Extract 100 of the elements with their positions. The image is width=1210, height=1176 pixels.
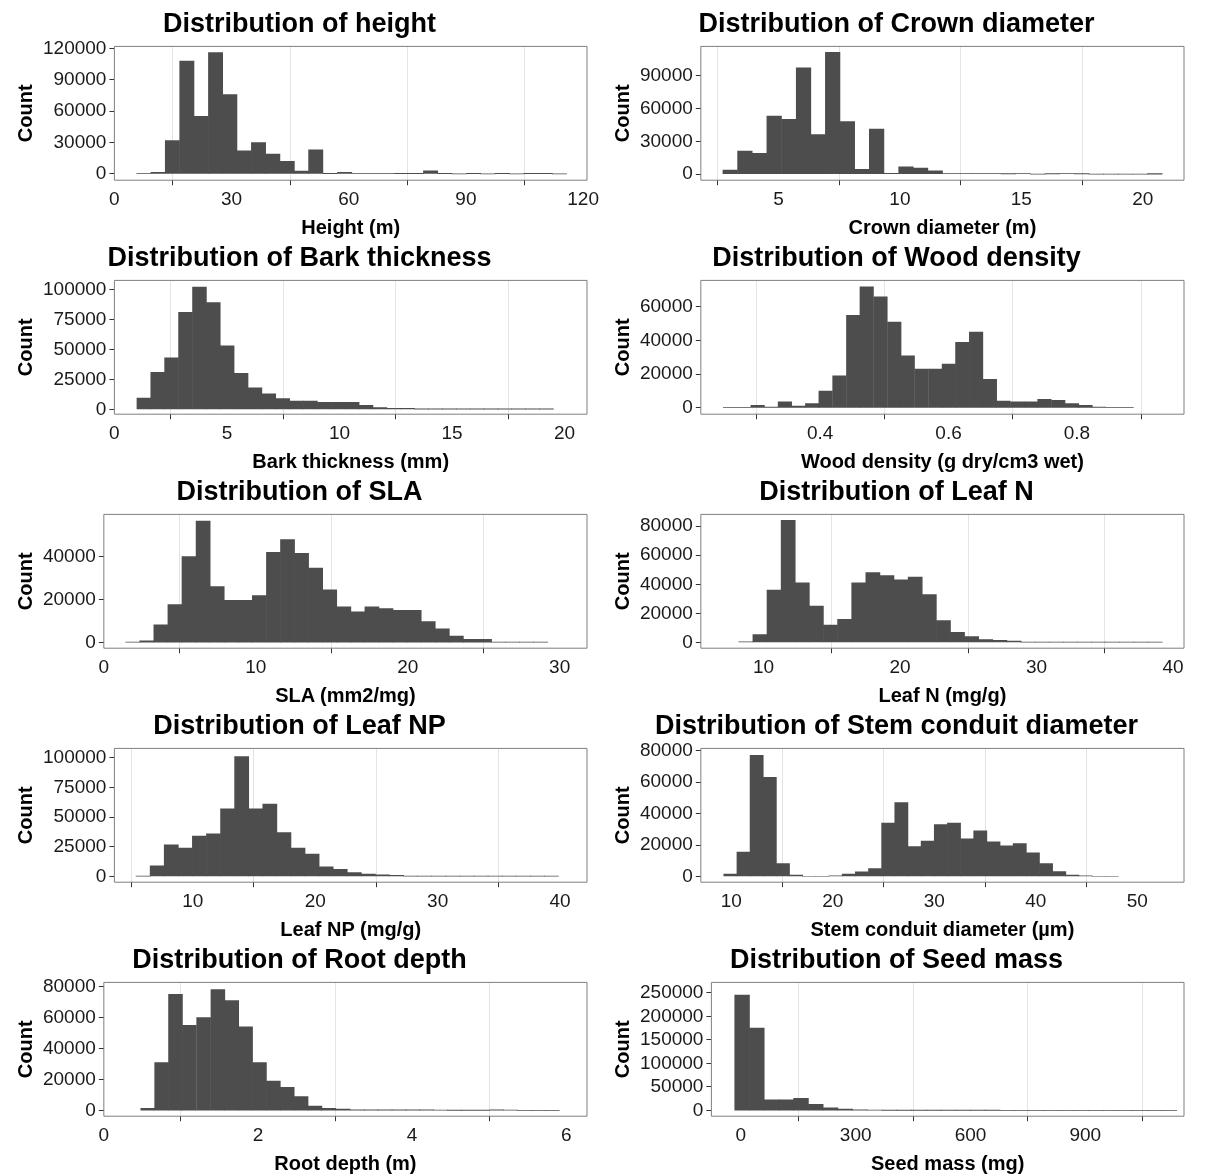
y-axis-title: Count (13, 318, 36, 377)
x-tick-label: 5 (773, 187, 784, 209)
x-axis-title: Height (m) (301, 215, 401, 238)
x-tick-label: 4 (406, 1123, 418, 1145)
y-tick-label: 60000 (639, 295, 693, 317)
chart-title: Distribution of Crown diameter (698, 7, 1095, 38)
y-tick-label: 60000 (53, 99, 107, 121)
x-tick-label: 0.6 (935, 421, 962, 443)
x-tick-label: 50 (1126, 889, 1148, 911)
y-axis-title: Count (610, 786, 633, 845)
x-axis-title: Root depth (m) (274, 1151, 417, 1174)
x-tick-label: 10 (245, 655, 267, 677)
y-tick-label: 75000 (53, 775, 107, 797)
y-tick-label: 80000 (639, 514, 693, 536)
x-tick-label: 300 (839, 1123, 872, 1145)
y-tick-label: 120000 (43, 36, 107, 58)
x-axis-title: Bark thickness (mm) (252, 449, 450, 472)
x-axis-title: Stem conduit diameter (µm) (810, 917, 1075, 940)
y-tick-label: 0 (85, 630, 96, 652)
y-tick-label: 250000 (640, 981, 704, 1002)
y-tick-label: 100000 (640, 1051, 704, 1073)
y-tick-label: 200000 (640, 1004, 704, 1026)
x-tick-label: 0.4 (806, 421, 834, 443)
x-tick-label: 40 (1025, 889, 1047, 911)
y-tick-label: 0 (85, 1098, 96, 1120)
x-tick-label: 30 (549, 655, 571, 677)
y-tick-label: 90000 (639, 63, 693, 85)
y-tick-label: 0 (692, 1098, 704, 1120)
y-tick-label: 0 (682, 630, 693, 652)
y-tick-label: 50000 (53, 805, 107, 827)
y-tick-label: 40000 (42, 544, 96, 566)
x-tick-label: 15 (1010, 187, 1032, 209)
y-tick-label: 20000 (639, 601, 693, 623)
x-tick-label: 20 (304, 889, 326, 911)
y-axis-title: Count (610, 552, 633, 611)
x-axis-title: Leaf NP (mg/g) (280, 917, 422, 940)
x-axis-title: Crown diameter (m) (848, 215, 1037, 238)
y-tick-label: 100000 (43, 277, 107, 299)
y-tick-label: 20000 (639, 833, 693, 855)
x-tick-label: 15 (441, 421, 463, 443)
y-tick-label: 60000 (42, 1005, 96, 1027)
chart-title: Distribution of height (163, 7, 436, 38)
y-tick-label: 40000 (639, 801, 693, 823)
y-tick-label: 40000 (639, 328, 693, 350)
x-tick-label: 10 (889, 187, 911, 209)
x-axis-title: SLA (mm2/mg) (275, 683, 416, 706)
x-tick-label: 20 (397, 655, 419, 677)
y-tick-label: 20000 (639, 362, 693, 384)
x-tick-label: 900 (1069, 1123, 1102, 1145)
y-axis-title: Count (13, 1020, 36, 1079)
chart-title: Distribution of Leaf N (759, 475, 1034, 506)
y-tick-label: 20000 (42, 587, 96, 609)
x-tick-label: 600 (954, 1123, 987, 1145)
y-axis-title: Count (610, 318, 633, 377)
x-tick-label: 40 (1162, 655, 1184, 677)
y-tick-label: 40000 (639, 572, 693, 594)
chart-title: Distribution of Wood density (712, 241, 1081, 272)
x-tick-label: 10 (753, 655, 775, 677)
x-tick-label: 2 (252, 1123, 264, 1145)
x-tick-label: 30 (1026, 655, 1048, 677)
y-tick-label: 80000 (639, 738, 693, 760)
x-tick-label: 30 (427, 889, 449, 911)
y-tick-label: 80000 (42, 974, 96, 996)
y-tick-label: 20000 (42, 1067, 96, 1089)
y-tick-label: 25000 (53, 367, 107, 389)
y-tick-label: 60000 (639, 543, 693, 565)
y-tick-label: 100000 (43, 746, 107, 768)
x-tick-label: 40 (549, 889, 571, 911)
x-tick-label: 30 (221, 187, 243, 209)
y-tick-label: 0 (682, 864, 693, 886)
x-axis-title: Wood density (g dry/cm3 wet) (800, 449, 1084, 472)
y-axis-title: Count (610, 1020, 633, 1079)
x-tick-label: 60 (338, 187, 360, 209)
y-tick-label: 0 (95, 162, 107, 184)
x-tick-label: 20 (1132, 187, 1154, 209)
x-tick-label: 20 (889, 655, 911, 677)
x-tick-label: 10 (328, 421, 351, 443)
x-tick-label: 10 (720, 889, 742, 911)
x-tick-label: 120 (567, 187, 599, 209)
y-tick-label: 50000 (650, 1075, 704, 1097)
x-tick-label: 30 (923, 889, 945, 911)
y-axis-title: Count (13, 786, 36, 845)
x-tick-label: 0 (735, 1123, 747, 1145)
y-axis-title: Count (13, 552, 36, 611)
chart-title: Distribution of Stem conduit diameter (654, 709, 1139, 740)
y-axis-title: Count (610, 84, 633, 143)
y-tick-label: 40000 (42, 1036, 96, 1058)
x-tick-label: 5 (221, 421, 233, 443)
y-tick-label: 60000 (639, 770, 693, 792)
y-tick-label: 30000 (53, 130, 107, 152)
x-axis-title: Seed mass (mg) (871, 1151, 1025, 1174)
chart-title: Distribution of Seed mass (729, 943, 1064, 974)
y-tick-label: 0 (682, 162, 693, 184)
x-tick-label: 90 (455, 187, 477, 209)
chart-title: Distribution of Leaf NP (153, 709, 446, 740)
y-tick-label: 25000 (53, 835, 107, 857)
chart-title: Distribution of Root depth (132, 943, 467, 974)
y-tick-label: 30000 (639, 129, 693, 151)
x-axis-title: Leaf N (mg/g) (878, 683, 1007, 706)
chart-title: Distribution of Bark thickness (107, 241, 492, 272)
